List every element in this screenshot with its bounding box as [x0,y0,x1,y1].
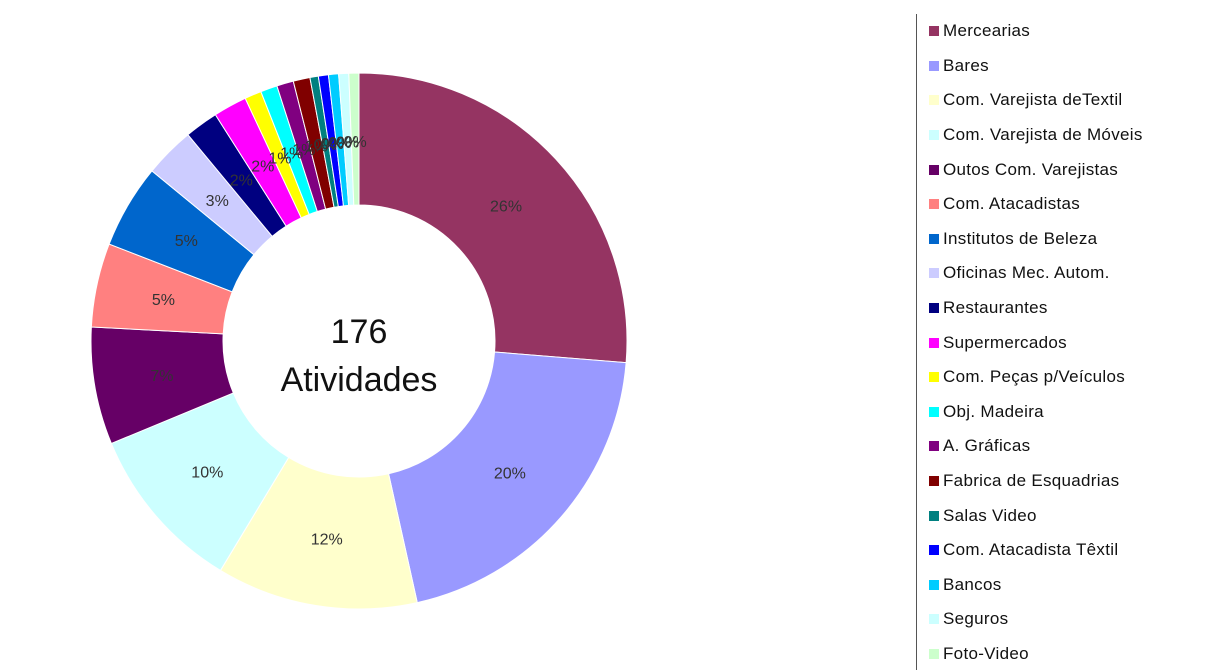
legend-item: Bancos [917,568,1210,603]
legend-label: Salas Video [943,505,1037,525]
legend-label: Foto-Video [943,643,1029,663]
legend-item: Outos Com. Varejistas [917,152,1210,187]
legend-swatch [929,130,939,141]
slice-label: 0% [336,134,359,151]
legend-label: Bares [943,55,989,75]
slice-label: 5% [175,233,198,250]
legend-label: Seguros [943,609,1009,629]
legend-swatch [929,510,939,521]
slice-label: 0% [314,137,337,154]
legend-swatch [929,579,939,590]
legend-item: Bares [917,49,1210,84]
legend-item: Restaurantes [917,291,1210,326]
slice-label: 5% [152,292,175,309]
legend-label: Obj. Madeira [943,401,1044,421]
slice-label: 12% [311,531,343,548]
legend-item: Com. Atacadista Têxtil [917,533,1210,568]
slice-label: 20% [494,465,526,482]
legend-swatch [929,26,939,37]
slice-label: 0% [344,134,367,151]
legend-item: Oficinas Mec. Autom. [917,256,1210,291]
legend-swatch [929,648,939,659]
slice-label: 1% [292,142,315,159]
legend-label: Oficinas Mec. Autom. [943,263,1110,283]
legend-swatch [929,199,939,210]
legend-item: Com. Atacadistas [917,187,1210,222]
legend-swatch [929,545,939,556]
legend-label: Restaurantes [943,298,1048,318]
legend-label: Com. Peças p/Veículos [943,367,1126,387]
legend-swatch [929,233,939,244]
legend-label: Com. Atacadista Têxtil [943,540,1119,560]
legend-swatch [929,476,939,487]
legend-swatch [929,441,939,452]
slice-label: 0% [321,136,344,153]
slice-label: 3% [206,193,229,210]
donut-slices [90,72,628,610]
legend-label: Bancos [943,574,1002,594]
donut-chart: 26%20%12%10%7%5%5%3%2%2%1%1%1%1%0%0%0%0%… [90,72,628,610]
slice-label: 1% [268,150,291,167]
slice-label: 2% [251,159,274,176]
slice-label: 26% [490,198,522,215]
legend-swatch [929,164,939,175]
legend-label: Com. Atacadistas [943,194,1081,214]
slice-labels: 26%20%12%10%7%5%5%3%2%2%1%1%1%1%0%0%0%0%… [150,134,526,548]
slice-label: 1% [280,146,303,163]
legend-swatch [929,337,939,348]
legend-item: Supermercados [917,325,1210,360]
legend-swatch [929,406,939,417]
legend-item: Foto-Video [917,637,1210,670]
legend-swatch [929,95,939,106]
legend-label: Mercearias [943,21,1031,41]
legend-item: Institutos de Beleza [917,222,1210,257]
center-caption: Atividades [281,361,438,399]
legend-item: Com. Peças p/Veículos [917,360,1210,395]
legend-item: Com. Varejista deTextil [917,83,1210,118]
center-count: 176 [331,313,388,351]
donut-hole [223,205,495,477]
legend-label: Com. Varejista deTextil [943,90,1123,110]
legend-label: Institutos de Beleza [943,228,1098,248]
legend-label: Fabrica de Esquadrias [943,471,1120,491]
legend-label: Outos Com. Varejistas [943,159,1119,179]
legend: Mercearias Bares Com. Varejista deTextil Co… [916,14,1210,670]
slice-label: 2% [230,172,253,189]
legend-swatch [929,614,939,625]
legend-item: Obj. Madeira [917,395,1210,430]
legend-label: Supermercados [943,332,1067,352]
legend-item: Fabrica de Esquadrias [917,464,1210,499]
legend-swatch [929,372,939,383]
legend-label: Com. Varejista de Móveis [943,125,1143,145]
legend-swatch [929,268,939,279]
legend-label: A. Gráficas [943,436,1031,456]
legend-item: A. Gráficas [917,429,1210,464]
slice-label: 0% [328,135,351,152]
slice-label: 1% [305,139,328,156]
legend-item: Seguros [917,602,1210,637]
slice-label: 10% [191,464,223,481]
legend-swatch [929,60,939,71]
slice-label: 7% [150,368,173,385]
legend-item: Com. Varejista de Móveis [917,118,1210,153]
legend-swatch [929,303,939,314]
legend-item: Salas Video [917,498,1210,533]
legend-item: Mercearias [917,14,1210,49]
